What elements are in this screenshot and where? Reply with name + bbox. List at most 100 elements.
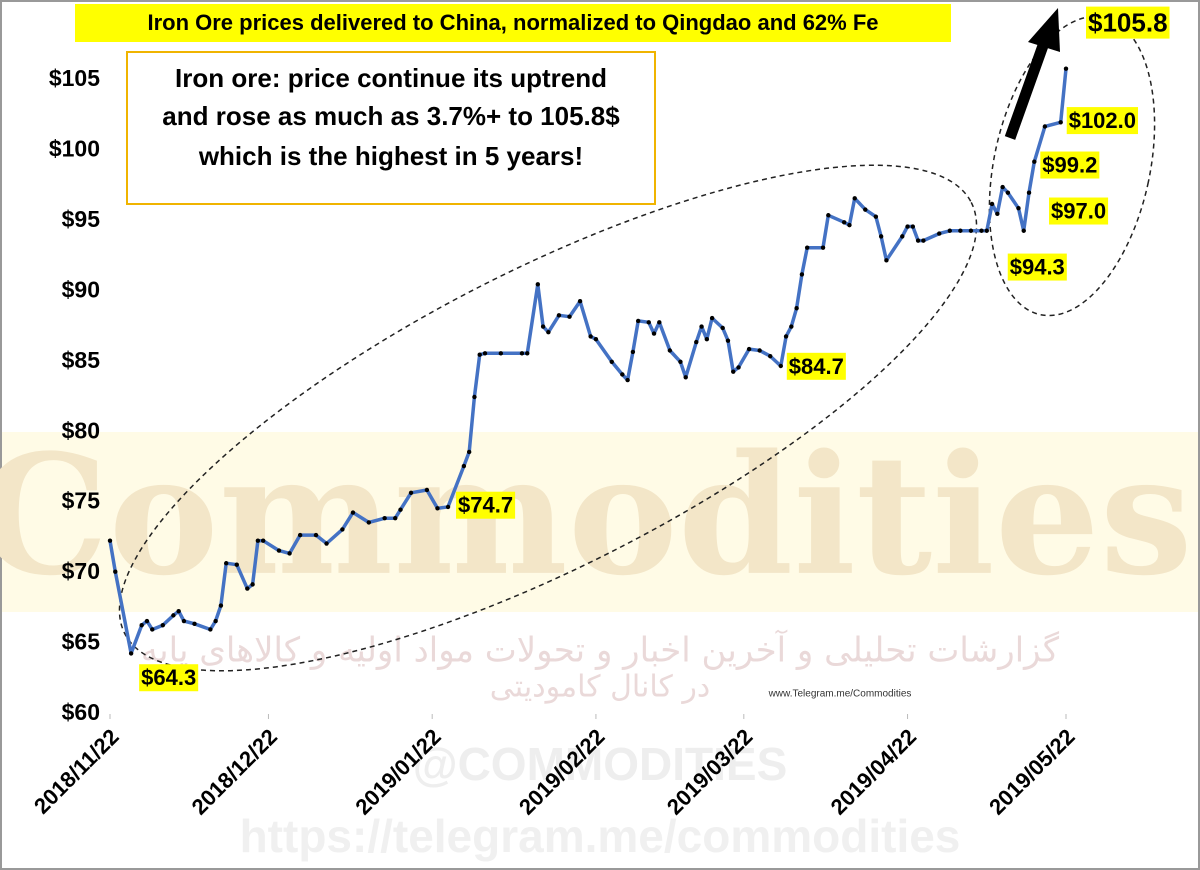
data-point <box>820 245 826 250</box>
data-point <box>921 238 926 243</box>
data-point <box>466 449 472 455</box>
data-point <box>995 211 1000 217</box>
data-point <box>984 228 989 233</box>
data-point <box>171 613 176 618</box>
data-point <box>863 207 868 212</box>
watermark-text: Commodities <box>0 418 1193 612</box>
y-tick-label: $100 <box>49 136 100 162</box>
data-label-bg <box>456 491 516 519</box>
data-point <box>398 507 403 512</box>
data-point <box>910 224 916 229</box>
data-point <box>989 201 995 207</box>
data-point <box>646 320 651 325</box>
data-point <box>736 365 741 370</box>
data-point <box>556 313 562 318</box>
annotation: and rose as much as 3.7%+ to 105.8$ <box>162 101 620 131</box>
data-point <box>260 538 266 543</box>
data-point <box>841 220 847 225</box>
watermark-text: در کانال کامودیتی <box>490 670 710 705</box>
data-label-bg <box>1066 107 1139 135</box>
data-point <box>340 527 345 532</box>
data-point <box>1042 124 1048 129</box>
data-point <box>472 394 477 400</box>
data-label: $105.8 <box>1088 8 1168 38</box>
data-point <box>577 298 583 304</box>
data-point <box>778 363 783 369</box>
y-tick-label: $85 <box>62 347 101 373</box>
arrow-head <box>1028 8 1060 52</box>
data-label: $94.3 <box>1010 255 1065 280</box>
data-point <box>915 238 921 243</box>
data-point <box>1000 184 1005 190</box>
data-point <box>593 337 599 342</box>
data-point <box>678 359 683 364</box>
annotation-box <box>126 51 656 205</box>
chart-title: Iron Ore prices delivered to China, norm… <box>147 10 878 35</box>
data-point <box>878 234 884 239</box>
y-tick-label: $105 <box>49 65 100 91</box>
data-point <box>783 334 789 339</box>
data-point <box>250 582 255 587</box>
data-point <box>567 314 572 319</box>
data-point <box>847 222 852 228</box>
data-point <box>768 353 773 359</box>
data-point <box>900 234 905 239</box>
data-point <box>477 352 482 357</box>
data-point <box>287 551 292 556</box>
data-point <box>1005 190 1011 195</box>
y-tick-label: $80 <box>62 417 100 443</box>
data-label: $74.7 <box>458 493 513 518</box>
data-point <box>482 351 488 356</box>
data-point <box>535 282 541 287</box>
data-point <box>667 348 673 353</box>
data-point <box>276 548 282 553</box>
data-point <box>873 214 879 219</box>
data-point <box>826 213 831 218</box>
data-point <box>107 538 113 543</box>
data-point <box>192 621 197 627</box>
highlight-ellipse <box>118 164 978 672</box>
data-point <box>445 504 451 510</box>
y-tick-label: $75 <box>62 488 101 514</box>
data-point <box>1016 206 1021 211</box>
data-label: $102.0 <box>1069 108 1136 133</box>
data-point <box>393 515 398 521</box>
data-point <box>181 618 187 624</box>
y-tick-label: $60 <box>62 699 100 725</box>
data-point <box>937 231 942 236</box>
data-label: $64.3 <box>141 665 196 690</box>
data-point <box>746 346 752 352</box>
data-point <box>366 520 372 525</box>
data-point <box>1021 228 1026 233</box>
data-point <box>223 561 229 566</box>
data-point <box>699 324 704 329</box>
arrow <box>1004 38 1051 140</box>
data-point <box>1058 120 1063 125</box>
data-label: $84.7 <box>789 354 844 379</box>
data-point <box>1063 66 1069 71</box>
data-point <box>245 586 250 591</box>
data-point <box>799 272 805 277</box>
annotation: Iron ore: price continue its uptrend <box>175 63 607 93</box>
data-point <box>720 325 725 331</box>
data-point <box>297 532 303 538</box>
data-point <box>498 351 504 356</box>
data-label-bg <box>1049 197 1109 225</box>
data-point <box>789 324 794 329</box>
data-point <box>218 603 224 608</box>
data-point <box>128 651 134 656</box>
watermark-text: گزارشات تحلیلی و آخرین اخبار و تحولات مو… <box>141 630 1060 671</box>
data-point <box>731 369 736 374</box>
data-point <box>725 338 731 343</box>
data-point <box>620 372 625 377</box>
data-label-bg <box>1040 151 1100 179</box>
data-point <box>144 618 150 624</box>
data-point <box>588 334 593 339</box>
data-label-bg <box>786 352 846 380</box>
watermark-text: https://telegram.me/commodities <box>240 810 961 862</box>
data-point <box>525 351 530 356</box>
data-point <box>324 541 329 546</box>
data-point <box>794 306 799 311</box>
data-point <box>350 510 356 515</box>
data-point <box>947 228 953 233</box>
